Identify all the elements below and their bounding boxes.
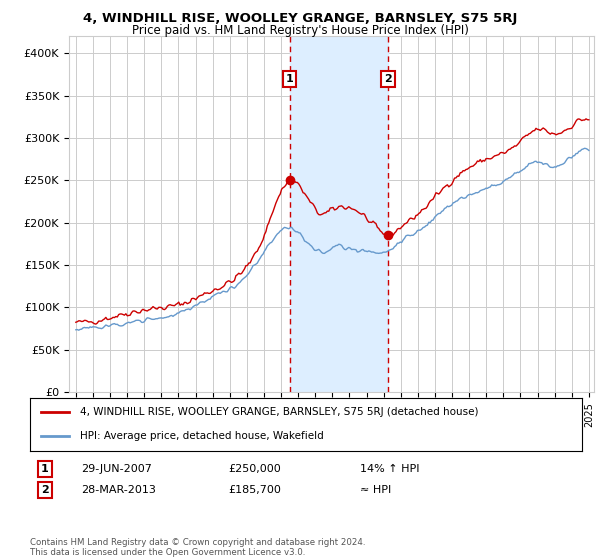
Text: 2: 2 [41, 485, 49, 495]
Text: 4, WINDHILL RISE, WOOLLEY GRANGE, BARNSLEY, S75 5RJ (detached house): 4, WINDHILL RISE, WOOLLEY GRANGE, BARNSL… [80, 407, 478, 417]
Text: HPI: Average price, detached house, Wakefield: HPI: Average price, detached house, Wake… [80, 431, 323, 441]
Text: 28-MAR-2013: 28-MAR-2013 [81, 485, 156, 495]
Text: £185,700: £185,700 [228, 485, 281, 495]
Text: ≈ HPI: ≈ HPI [360, 485, 391, 495]
Text: 4, WINDHILL RISE, WOOLLEY GRANGE, BARNSLEY, S75 5RJ: 4, WINDHILL RISE, WOOLLEY GRANGE, BARNSL… [83, 12, 517, 25]
Text: Contains HM Land Registry data © Crown copyright and database right 2024.
This d: Contains HM Land Registry data © Crown c… [30, 538, 365, 557]
Text: 1: 1 [286, 74, 293, 84]
Text: 1: 1 [41, 464, 49, 474]
Text: 29-JUN-2007: 29-JUN-2007 [81, 464, 152, 474]
Text: £250,000: £250,000 [228, 464, 281, 474]
Text: 14% ↑ HPI: 14% ↑ HPI [360, 464, 419, 474]
Text: 2: 2 [384, 74, 392, 84]
Text: Price paid vs. HM Land Registry's House Price Index (HPI): Price paid vs. HM Land Registry's House … [131, 24, 469, 37]
Bar [290, 36, 388, 392]
